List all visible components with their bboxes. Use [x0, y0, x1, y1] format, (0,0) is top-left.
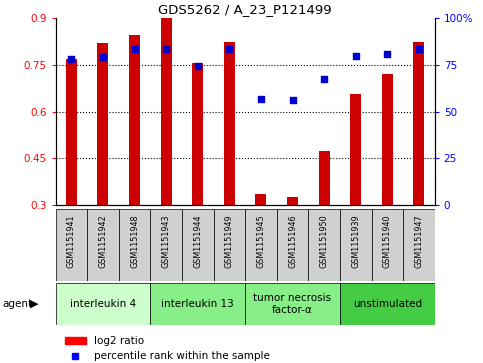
Bar	[161, 18, 171, 205]
Bar	[66, 59, 77, 205]
Text: GSM1151943: GSM1151943	[162, 215, 170, 268]
Bar	[256, 194, 267, 205]
Text: interleukin 4: interleukin 4	[70, 299, 136, 309]
Point	[194, 64, 201, 69]
Bar	[56, 209, 87, 281]
Bar	[371, 209, 403, 281]
Bar	[150, 209, 182, 281]
Text: GSM1151947: GSM1151947	[414, 215, 424, 268]
Text: unstimulated: unstimulated	[353, 299, 422, 309]
Bar	[277, 209, 308, 281]
Point	[226, 46, 233, 52]
Point	[320, 76, 328, 82]
Title: GDS5262 / A_23_P121499: GDS5262 / A_23_P121499	[158, 3, 332, 16]
Point	[162, 46, 170, 52]
Bar	[340, 283, 435, 325]
Legend: log2 ratio, percentile rank within the sample: log2 ratio, percentile rank within the s…	[61, 332, 274, 363]
Text: GSM1151948: GSM1151948	[130, 215, 139, 268]
Bar	[119, 209, 150, 281]
Text: GSM1151949: GSM1151949	[225, 215, 234, 268]
Text: GSM1151939: GSM1151939	[351, 215, 360, 268]
Text: GSM1151946: GSM1151946	[288, 215, 297, 268]
Point	[352, 53, 359, 58]
Point	[384, 51, 391, 57]
Bar	[182, 209, 213, 281]
Bar	[340, 209, 371, 281]
Text: ▶: ▶	[30, 299, 39, 309]
Bar	[403, 209, 435, 281]
Bar	[150, 283, 245, 325]
Point	[68, 56, 75, 62]
Bar	[192, 63, 203, 205]
Text: GSM1151942: GSM1151942	[99, 215, 107, 268]
Text: GSM1151944: GSM1151944	[193, 215, 202, 268]
Point	[131, 46, 139, 52]
Text: GSM1151940: GSM1151940	[383, 215, 392, 268]
Text: GSM1151945: GSM1151945	[256, 215, 266, 268]
Text: interleukin 13: interleukin 13	[161, 299, 234, 309]
Point	[289, 97, 297, 103]
Bar	[98, 43, 109, 205]
Text: agent: agent	[2, 299, 32, 309]
Bar	[350, 94, 361, 205]
Bar	[129, 35, 140, 205]
Text: GSM1151950: GSM1151950	[320, 215, 328, 268]
Text: tumor necrosis
factor-α: tumor necrosis factor-α	[254, 293, 331, 315]
Bar	[287, 197, 298, 205]
Text: GSM1151941: GSM1151941	[67, 215, 76, 268]
Bar	[213, 209, 245, 281]
Bar	[245, 209, 277, 281]
Bar	[56, 283, 150, 325]
Bar	[319, 151, 329, 205]
Bar	[413, 41, 425, 205]
Bar	[224, 41, 235, 205]
Bar	[308, 209, 340, 281]
Point	[99, 54, 107, 60]
Bar	[382, 74, 393, 205]
Bar	[87, 209, 119, 281]
Point	[257, 96, 265, 102]
Point	[415, 46, 423, 52]
Bar	[245, 283, 340, 325]
